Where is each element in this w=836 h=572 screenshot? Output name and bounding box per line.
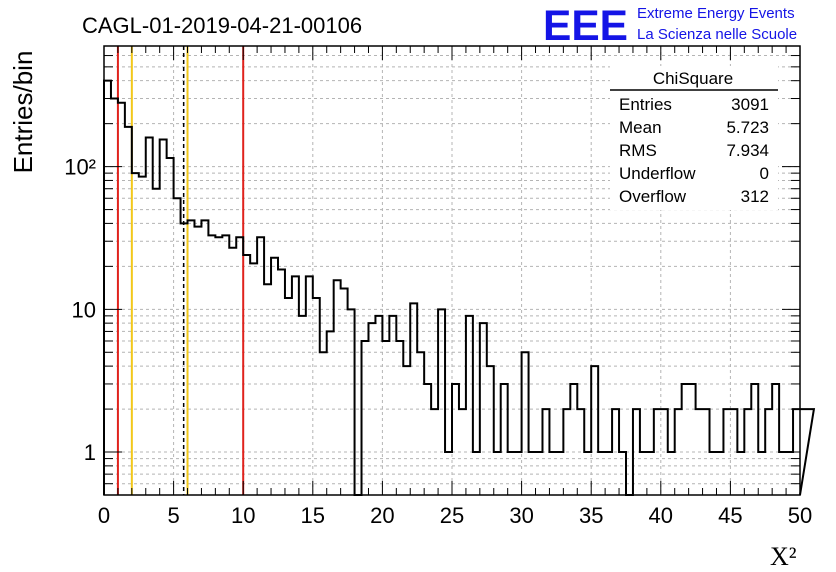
x-tick-label: 0 [98,503,110,528]
histogram-series [103,79,816,496]
y-axis-title: Entries/bin [8,51,38,174]
x-tick-label: 50 [788,503,812,528]
eee-logo: EEE [543,2,628,50]
y-tick-label: 10 [72,297,96,322]
y-tick-label: 1 [84,440,96,465]
x-axis-title: X² [770,542,797,571]
stats-value: 0 [760,164,769,183]
x-tick-label: 15 [301,503,325,528]
stats-label: Entries [619,95,672,114]
x-tick-label: 20 [370,503,394,528]
logo-line-1: Extreme Energy Events [637,5,795,22]
chart-title: CAGL-01-2019-04-21-00106 [82,13,362,38]
stats-title: ChiSquare [653,69,733,88]
stats-rows: Entries 3091 Mean 5.723 RMS 7.934 Underflow 0 Ov… [619,95,769,206]
stats-value: 312 [741,187,769,206]
stats-value: 5.723 [726,118,769,137]
histogram-outline [103,79,816,496]
logo-line-2: La Scienza nelle Scuole [637,26,797,43]
x-tick-label: 5 [167,503,179,528]
x-tick-label: 40 [649,503,673,528]
reference-lines [116,46,245,495]
stats-label: RMS [619,141,657,160]
stats-box: ChiSquare Entries 3091 Mean 5.723 RMS 7.934 Un… [610,66,778,210]
stats-label: Underflow [619,164,696,183]
x-tick-label: 45 [718,503,742,528]
stats-label: Overflow [619,187,687,206]
x-tick-label: 10 [231,503,255,528]
stats-value: 3091 [731,95,769,114]
x-tick-label: 35 [579,503,603,528]
x-tick-label: 25 [440,503,464,528]
x-tick-label: 30 [509,503,533,528]
stats-label: Mean [619,118,662,137]
y-tick-label: 10² [64,155,96,180]
axes: 0 5 10 15 20 25 30 35 40 45 50 1 10 10² [64,45,812,528]
stats-value: 7.934 [726,141,769,160]
